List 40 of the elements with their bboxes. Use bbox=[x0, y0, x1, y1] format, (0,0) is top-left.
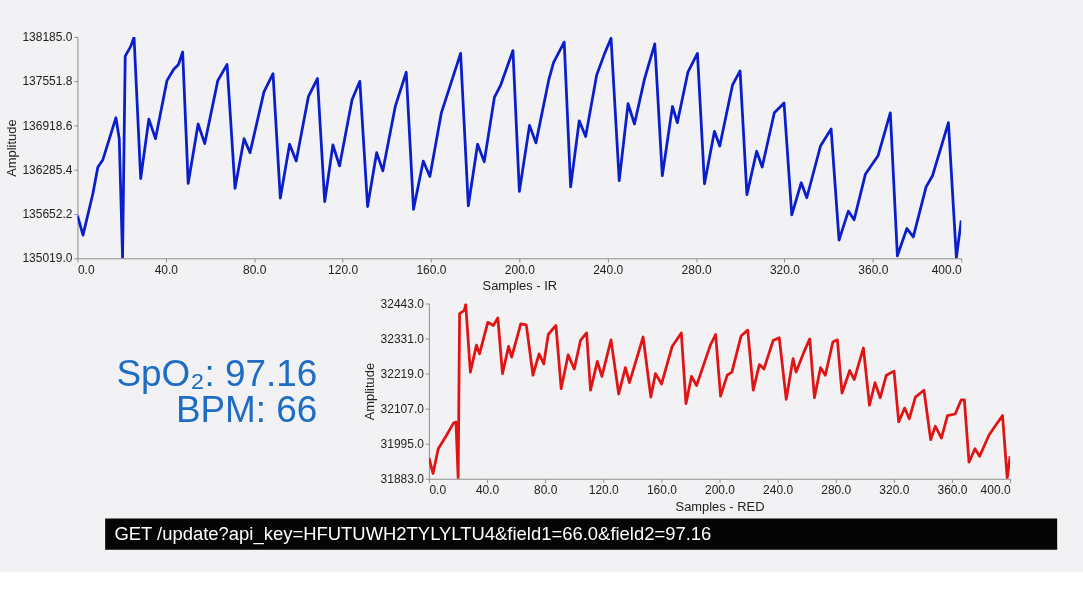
y-tick-label: 32443.0 bbox=[380, 296, 425, 311]
x-tick-label: 280.0 bbox=[681, 262, 712, 277]
x-tick-label: 120.0 bbox=[328, 262, 359, 277]
y-tick-label: 32331.0 bbox=[380, 331, 425, 346]
y-tick-label: 31995.0 bbox=[380, 436, 425, 451]
x-tick-label: 40.0 bbox=[475, 483, 500, 498]
x-tick-label: 0.0 bbox=[77, 262, 95, 277]
text: GET /update?api_key=HFUTUWH2TYLYLTU4&field1=66.0&field2=97.16 bbox=[114, 522, 712, 545]
x-tick-label: 160.0 bbox=[416, 262, 447, 277]
x-axis-title: Samples - RED bbox=[675, 498, 765, 514]
y-tick-label: 136918.6 bbox=[22, 118, 73, 133]
x-tick-label: 200.0 bbox=[504, 262, 536, 277]
x-tick-label: 320.0 bbox=[879, 483, 910, 498]
x-tick-label: 120.0 bbox=[588, 483, 620, 498]
line-series bbox=[77, 36, 962, 259]
x-tick-label: 240.0 bbox=[763, 483, 794, 498]
y-tick-label: 138185.0 bbox=[22, 30, 73, 45]
x-tick-label: 40.0 bbox=[154, 262, 179, 277]
y-tick-label: 136285.4 bbox=[22, 162, 73, 177]
y-tick-label: 135019.0 bbox=[22, 251, 73, 266]
x-tick-label: 80.0 bbox=[243, 262, 267, 277]
x-tick-label: 240.0 bbox=[593, 262, 624, 277]
y-tick-label: 135652.2 bbox=[22, 207, 73, 222]
x-tick-label: 400.0 bbox=[980, 483, 1011, 498]
x-tick-label: 80.0 bbox=[533, 483, 558, 498]
y-tick-label: 31883.0 bbox=[380, 471, 425, 486]
x-tick-label: 160.0 bbox=[646, 483, 678, 498]
y-tick-label: 32107.0 bbox=[380, 401, 425, 416]
y-tick-label: 137551.8 bbox=[22, 74, 73, 89]
y-axis-title: Amplitude bbox=[3, 119, 19, 177]
x-tick-label: 0.0 bbox=[429, 483, 447, 498]
x-tick-label: 200.0 bbox=[705, 483, 736, 498]
x-tick-label: 400.0 bbox=[931, 262, 963, 277]
x-tick-label: 360.0 bbox=[858, 262, 889, 277]
x-tick-label: 360.0 bbox=[937, 483, 968, 498]
y-tick-label: 32219.0 bbox=[380, 366, 425, 381]
x-tick-label: 280.0 bbox=[821, 483, 852, 498]
x-axis-title: Samples - IR bbox=[482, 278, 558, 294]
x-tick-label: 320.0 bbox=[769, 262, 801, 277]
y-axis-title: Amplitude bbox=[362, 362, 378, 421]
